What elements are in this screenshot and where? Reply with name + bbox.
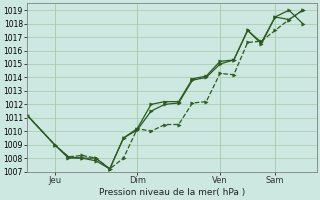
X-axis label: Pression niveau de la mer( hPa ): Pression niveau de la mer( hPa ) [99,188,245,197]
